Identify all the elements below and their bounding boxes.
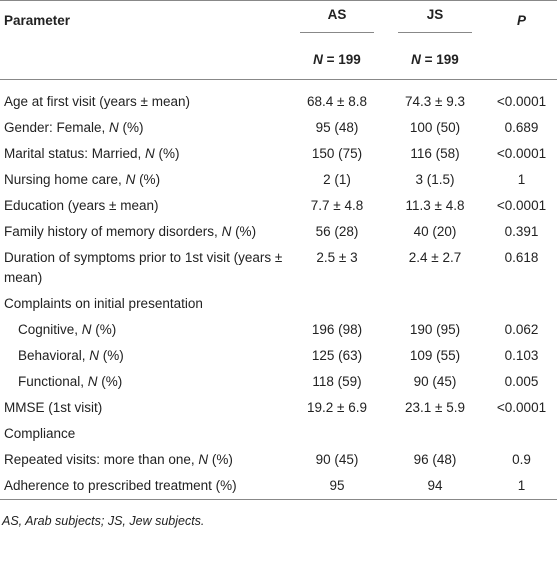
cell: 11.3 ± 4.8 xyxy=(405,198,465,213)
row-label: Marital status: Married, N (%) xyxy=(4,146,180,161)
cell: 23.1 ± 5.9 xyxy=(405,400,465,415)
cell: 0.9 xyxy=(512,452,531,467)
row-label: Adherence to prescribed treatment (%) xyxy=(4,478,237,493)
cell: 2.5 ± 3 xyxy=(316,250,358,265)
cell xyxy=(486,421,557,447)
cell: 94 xyxy=(427,478,443,493)
header-cell: AS xyxy=(290,1,384,40)
cell: 56 (28) xyxy=(315,224,359,239)
row-label: Functional, N (%) xyxy=(18,374,123,389)
table-row: Family history of memory disorders, N (%… xyxy=(0,219,557,245)
cell: 2.4 ± 2.7 xyxy=(408,250,462,265)
header-cell: Parameter xyxy=(4,12,71,28)
cell: 90 (45) xyxy=(413,374,457,389)
page: Parameter AS JS P N = 199 N = 199 Age at… xyxy=(0,0,557,528)
header-row: Parameter AS JS P xyxy=(0,1,557,40)
row-label: Cognitive, N (%) xyxy=(18,322,117,337)
row-label: MMSE (1st visit) xyxy=(4,400,103,415)
row-label: Family history of memory disorders, N (%… xyxy=(4,224,257,239)
cell: <0.0001 xyxy=(496,146,547,161)
cell: 109 (55) xyxy=(409,348,461,363)
table-row: Cognitive, N (%) 196 (98) 190 (95) 0.062 xyxy=(0,317,557,343)
subheader-cell: N = 199 xyxy=(290,39,384,80)
cell: 125 (63) xyxy=(311,348,363,363)
cell: 116 (58) xyxy=(410,146,460,161)
cell: 0.618 xyxy=(504,250,539,265)
table-row: Repeated visits: more than one, N (%) 90 … xyxy=(0,447,557,473)
cell: 19.2 ± 6.9 xyxy=(307,400,367,415)
header-cell: P xyxy=(516,12,526,28)
table-row: Nursing home care, N (%) 2 (1) 3 (1.5) 1 xyxy=(0,167,557,193)
cell: <0.0001 xyxy=(496,198,547,213)
cell: 7.7 ± 4.8 xyxy=(310,198,364,213)
table-row: Behavioral, N (%) 125 (63) 109 (55) 0.103 xyxy=(0,343,557,369)
footnote: AS, Arab subjects; JS, Jew subjects. xyxy=(2,514,205,528)
cell: 2 (1) xyxy=(323,172,351,187)
table-row: Gender: Female, N (%) 95 (48) 100 (50) 0.68… xyxy=(0,115,557,141)
table-row: Adherence to prescribed treatment (%) 95 9… xyxy=(0,473,557,500)
cell: 0.689 xyxy=(504,120,539,135)
subheader-cell: N = 199 xyxy=(384,39,486,80)
data-table: Parameter AS JS P N = 199 N = 199 Age at… xyxy=(0,0,557,500)
cell xyxy=(384,291,486,317)
row-label: Duration of symptoms prior to 1st visit … xyxy=(4,250,283,285)
cell: 118 (59) xyxy=(312,374,362,389)
table-row: Duration of symptoms prior to 1st visit … xyxy=(0,245,557,291)
cell: 40 (20) xyxy=(413,224,457,239)
subheader-row: N = 199 N = 199 xyxy=(0,39,557,80)
cell: 74.3 ± 9.3 xyxy=(405,94,465,109)
cell xyxy=(486,291,557,317)
row-label: Education (years ± mean) xyxy=(4,198,159,213)
row-label: Compliance xyxy=(4,426,76,441)
cell: <0.0001 xyxy=(496,400,547,415)
cell: 95 (48) xyxy=(315,120,359,135)
cell: 0.005 xyxy=(504,374,539,389)
cell: 95 xyxy=(329,478,345,493)
cell xyxy=(290,291,384,317)
header-cell: JS xyxy=(384,1,486,40)
cell: 0.062 xyxy=(504,322,539,337)
cell: 96 (48) xyxy=(413,452,457,467)
cell: 150 (75) xyxy=(311,146,363,161)
row-label: Behavioral, N (%) xyxy=(18,348,124,363)
row-label: Gender: Female, N (%) xyxy=(4,120,144,135)
cell: 68.4 ± 8.8 xyxy=(307,94,367,109)
cell xyxy=(384,421,486,447)
cell xyxy=(290,421,384,447)
table-row: Functional, N (%) 118 (59) 90 (45) 0.005 xyxy=(0,369,557,395)
row-label: Repeated visits: more than one, N (%) xyxy=(4,452,233,467)
cell: 196 (98) xyxy=(311,322,363,337)
cell: 90 (45) xyxy=(315,452,359,467)
cell: <0.0001 xyxy=(496,94,547,109)
table-row: Compliance xyxy=(0,421,557,447)
table-row: Education (years ± mean) 7.7 ± 4.8 11.3 ± … xyxy=(0,193,557,219)
row-label: Nursing home care, N (%) xyxy=(4,172,161,187)
cell: 190 (95) xyxy=(409,322,461,337)
table-row: MMSE (1st visit) 19.2 ± 6.9 23.1 ± 5.9 <0.0… xyxy=(0,395,557,421)
cell: 0.391 xyxy=(504,224,539,239)
cell: 1 xyxy=(517,172,526,187)
table-row: Complaints on initial presentation xyxy=(0,291,557,317)
row-label: Complaints on initial presentation xyxy=(4,296,203,311)
row-label: Age at first visit (years ± mean) xyxy=(4,94,190,109)
cell: 1 xyxy=(517,478,526,493)
cell: 3 (1.5) xyxy=(415,172,455,187)
table-row: Marital status: Married, N (%) 150 (75) 11… xyxy=(0,141,557,167)
cell: 100 (50) xyxy=(409,120,461,135)
table-row: Age at first visit (years ± mean) 68.4 ± … xyxy=(0,80,557,116)
cell: 0.103 xyxy=(504,348,539,363)
